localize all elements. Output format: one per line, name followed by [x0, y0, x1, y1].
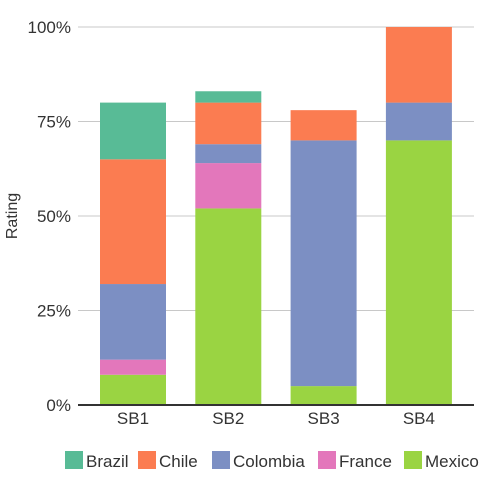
- y-tick-label: 50%: [37, 207, 71, 226]
- y-axis-title: Rating: [4, 193, 21, 239]
- legend-swatch: [65, 451, 83, 469]
- legend-label: Mexico: [425, 452, 479, 471]
- y-tick-label: 25%: [37, 302, 71, 321]
- x-tick-label: SB3: [308, 409, 340, 428]
- legend-swatch: [318, 451, 336, 469]
- bar-segment-brazil-sb1: [100, 102, 166, 160]
- legend-label: Colombia: [233, 452, 305, 471]
- bar-segment-mexico-sb4: [385, 140, 452, 405]
- bars: [100, 27, 452, 405]
- bar-segment-chile-sb3: [290, 110, 357, 141]
- legend: Brazil Chile Colombia France Mexico: [65, 451, 479, 471]
- bar-segment-france-sb1: [100, 359, 166, 375]
- y-tick-label: 75%: [37, 113, 71, 132]
- legend-item-chile[interactable]: Chile: [138, 451, 198, 471]
- y-tick-label: 0%: [46, 396, 71, 415]
- bar-segment-chile-sb1: [100, 159, 166, 285]
- bar-segment-colombia-sb4: [385, 102, 452, 141]
- legend-label: France: [339, 452, 392, 471]
- x-tick-label: SB2: [212, 409, 244, 428]
- bar-segment-france-sb2: [195, 163, 262, 209]
- bar-segment-chile-sb4: [385, 27, 452, 103]
- legend-item-mexico[interactable]: Mexico: [404, 451, 479, 471]
- legend-label: Chile: [159, 452, 198, 471]
- bar-segment-mexico-sb3: [290, 386, 357, 405]
- x-tick-labels: SB1 SB2 SB3 SB4: [117, 409, 435, 428]
- legend-item-colombia[interactable]: Colombia: [212, 451, 305, 471]
- legend-swatch: [212, 451, 230, 469]
- bar-segment-chile-sb2: [195, 102, 262, 145]
- y-tick-labels: 0% 25% 50% 75% 100%: [28, 18, 71, 415]
- legend-item-brazil[interactable]: Brazil: [65, 451, 129, 471]
- bar-segment-colombia-sb3: [290, 140, 357, 387]
- legend-item-france[interactable]: France: [318, 451, 392, 471]
- bar-segment-colombia-sb1: [100, 284, 166, 360]
- x-tick-label: SB4: [403, 409, 435, 428]
- legend-label: Brazil: [86, 452, 129, 471]
- bar-segment-mexico-sb2: [195, 208, 262, 405]
- legend-swatch: [404, 451, 422, 469]
- bar-segment-mexico-sb1: [100, 374, 166, 405]
- bar-segment-brazil-sb2: [195, 91, 262, 103]
- legend-swatch: [138, 451, 156, 469]
- bar-segment-colombia-sb2: [195, 144, 262, 164]
- x-tick-label: SB1: [117, 409, 149, 428]
- y-tick-label: 100%: [28, 18, 71, 37]
